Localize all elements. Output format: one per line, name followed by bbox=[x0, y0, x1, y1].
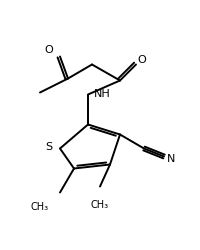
Text: NH: NH bbox=[94, 89, 110, 99]
Text: N: N bbox=[167, 153, 175, 163]
Text: O: O bbox=[45, 45, 53, 55]
Text: O: O bbox=[138, 55, 146, 65]
Text: CH₃: CH₃ bbox=[91, 199, 109, 209]
Text: S: S bbox=[45, 142, 53, 152]
Text: CH₃: CH₃ bbox=[31, 201, 49, 211]
